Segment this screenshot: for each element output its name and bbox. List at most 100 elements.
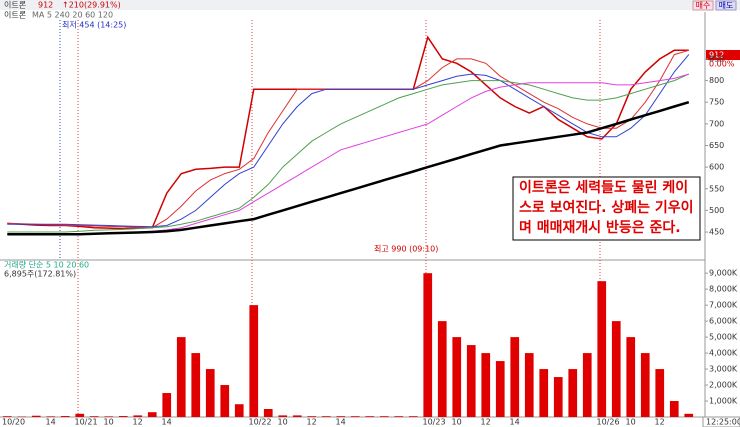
- x-tick-label: 10: [626, 418, 636, 427]
- volume-value: 6,895주(172.81%): [4, 270, 76, 279]
- stock-change: ↑210(29.91%): [62, 1, 121, 10]
- volume-bar: [31, 415, 41, 417]
- y-tick-label: 3,000K: [709, 365, 738, 374]
- volume-bar: [147, 412, 157, 417]
- series-line: [7, 73, 690, 233]
- volume-bar: [133, 415, 143, 417]
- x-tick-label: 10/26: [597, 418, 620, 427]
- volume-bar: [437, 321, 447, 417]
- x-tick-label: 10/23: [423, 418, 446, 427]
- stock-name: 이트론: [4, 0, 26, 10]
- volume-bar: [162, 393, 172, 417]
- y-tick-label: 500: [709, 206, 724, 215]
- y-tick-label: 4,000K: [709, 349, 738, 358]
- volume-bar: [104, 416, 114, 417]
- stock-price: 912: [38, 1, 53, 10]
- y-tick-label: 850: [709, 54, 724, 63]
- volume-bar: [379, 416, 389, 417]
- ma-label: MA 5 240 20 60 120: [32, 11, 113, 20]
- x-tick-label: 14: [46, 418, 56, 427]
- price-box-label: 912: [709, 51, 724, 60]
- time-box: [702, 416, 740, 427]
- volume-bar: [394, 416, 404, 417]
- price-box-pct: 0.00%: [709, 60, 735, 69]
- volume-bar: [611, 321, 621, 417]
- high-label: 최고 990 (09:10): [374, 244, 438, 254]
- volume-bar: [524, 353, 534, 417]
- x-tick-label: 12: [133, 418, 143, 427]
- annotation-line: 이트론은 세력들도 물린 케이: [519, 179, 688, 196]
- y-tick-label: 9,000K: [709, 269, 738, 278]
- volume-bar: [626, 337, 636, 417]
- x-tick-label: 10/22: [249, 418, 272, 427]
- series-line: [7, 101, 690, 236]
- y-tick-label: 5,000K: [709, 333, 738, 342]
- x-tick-label: 12: [481, 418, 491, 427]
- volume-bar: [423, 273, 433, 417]
- volume-bar: [249, 305, 259, 417]
- volume-bar: [582, 353, 592, 417]
- volume-bar: [669, 401, 679, 417]
- x-tick-label: 12: [655, 418, 665, 427]
- volume-bar: [365, 416, 375, 417]
- volume-bar: [655, 369, 665, 417]
- x-tick-label: 14: [510, 418, 520, 427]
- sell-button[interactable]: [715, 0, 737, 11]
- volume-bar: [292, 415, 302, 417]
- buy-label[interactable]: 매수: [696, 1, 711, 10]
- y-tick-label: 1,000K: [709, 397, 738, 406]
- volume-bar: [408, 416, 418, 417]
- buy-button[interactable]: [692, 0, 714, 11]
- y-tick-label: 650: [709, 141, 724, 150]
- volume-bar: [597, 281, 607, 417]
- y-tick-label: 700: [709, 119, 724, 128]
- annotation-line: 스로 보여진다. 상폐는 기우이: [519, 199, 694, 216]
- volume-bar: [89, 416, 99, 417]
- x-tick-label: 10: [104, 418, 114, 427]
- series-line: [7, 54, 690, 228]
- volume-bar: [684, 413, 694, 417]
- volume-bar: [118, 416, 128, 417]
- volume-bar: [278, 415, 288, 417]
- x-tick-label: 12: [307, 418, 317, 427]
- volume-bar: [2, 416, 12, 417]
- sub-name: 이트론: [4, 10, 26, 20]
- volume-bar: [466, 345, 476, 417]
- y-tick-label: 450: [709, 228, 724, 237]
- volume-bar: [234, 404, 244, 417]
- price-box: [706, 50, 740, 60]
- x-tick-label: 14: [162, 418, 172, 427]
- x-tick-label: 10/21: [75, 418, 98, 427]
- y-tick-label: 750: [709, 98, 724, 107]
- y-tick-label: 7,000K: [709, 301, 738, 310]
- x-tick-label: 10: [278, 418, 288, 427]
- x-tick-label: 10/20: [2, 418, 25, 427]
- volume-bar: [553, 377, 563, 417]
- volume-bar: [481, 353, 491, 417]
- volume-bar: [568, 369, 578, 417]
- volume-bar: [640, 353, 650, 417]
- volume-bar: [495, 361, 505, 417]
- volume-label: 거래량 단순 5 10 20 60: [4, 260, 89, 270]
- low-label: 최저 454 (14:25): [62, 20, 126, 30]
- volume-bar: [191, 353, 201, 417]
- volume-bar: [307, 416, 317, 417]
- header-bar: [0, 0, 740, 10]
- volume-bar: [75, 413, 85, 417]
- x-tick-label: 14: [336, 418, 346, 427]
- y-tick-label: 550: [709, 184, 724, 193]
- y-tick-label: 8,000K: [709, 285, 738, 294]
- y-tick-label: 800: [709, 76, 724, 85]
- volume-bar: [452, 337, 462, 417]
- volume-bar: [60, 416, 70, 417]
- volume-bar: [220, 385, 230, 417]
- volume-bar: [336, 416, 346, 417]
- volume-bar: [46, 416, 56, 417]
- volume-bar: [263, 409, 273, 417]
- y-tick-label: 600: [709, 163, 724, 172]
- volume-bar: [205, 369, 215, 417]
- sell-label[interactable]: 매도: [719, 1, 734, 10]
- annotation-line: 며 매매재개시 반등은 준다.: [519, 219, 681, 236]
- y-tick-label: 6,000K: [709, 317, 738, 326]
